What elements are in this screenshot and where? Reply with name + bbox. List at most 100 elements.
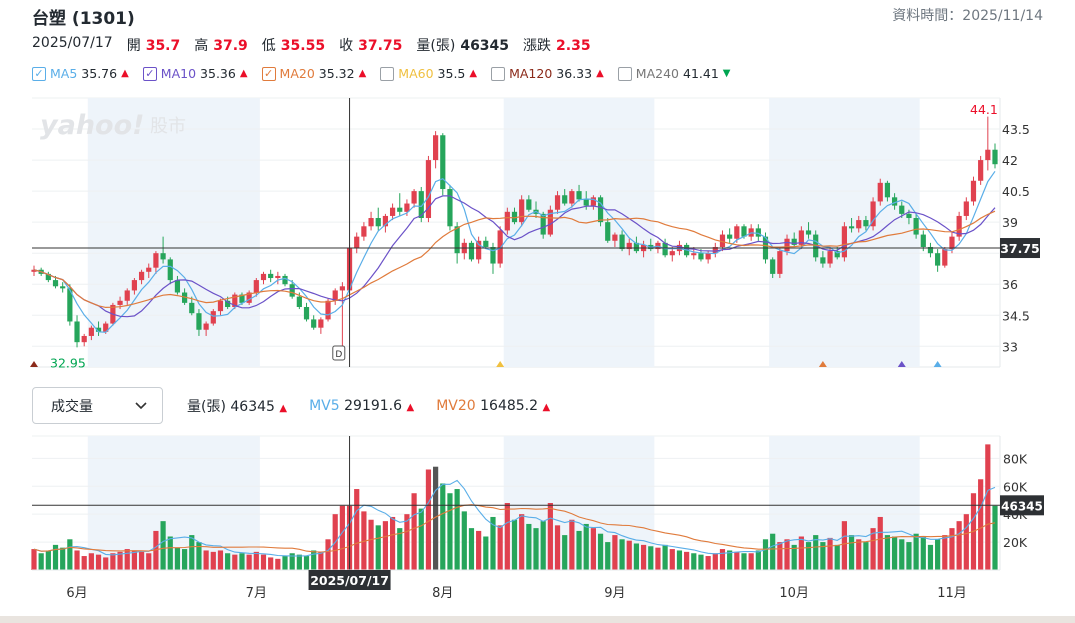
- candle: [411, 191, 417, 204]
- volume-bar: [640, 544, 647, 570]
- volume-bar: [253, 551, 259, 570]
- volume-bar: [712, 553, 718, 570]
- candle: [52, 280, 59, 287]
- triangle-up-icon: ▲: [596, 68, 604, 79]
- checkbox-icon[interactable]: ✓: [261, 66, 276, 81]
- candle: [95, 327, 102, 332]
- volume-bar: [45, 550, 51, 570]
- crosshair-date-label: 2025/07/17: [310, 573, 389, 588]
- candle: [526, 199, 532, 210]
- ohlc-close: 收 37.75: [339, 38, 403, 54]
- candle: [927, 246, 934, 254]
- volume-bar: [848, 535, 855, 570]
- volume-bar: [669, 549, 675, 570]
- volume-bar: [942, 535, 948, 570]
- volume-bar: [461, 511, 467, 570]
- volume-bar: [906, 542, 912, 570]
- candle: [820, 257, 826, 264]
- candle: [275, 275, 281, 279]
- triangle-up-icon: ▲: [469, 68, 478, 79]
- candle: [970, 180, 977, 202]
- volume-bar: [540, 521, 546, 570]
- candle: [798, 230, 804, 245]
- candle: [476, 240, 482, 260]
- crosshair-volume-label: 46345: [1001, 499, 1043, 513]
- ma-legend-ma60[interactable]: MA60 35.5 ▲: [380, 66, 477, 81]
- ma-legend-ma120[interactable]: MA120 36.33 ▲: [491, 66, 604, 81]
- candle: [691, 253, 697, 256]
- volume-bar: [131, 550, 138, 570]
- volume-bar: [160, 521, 166, 570]
- ma-legend-ma240[interactable]: MA240 41.41 ▼: [617, 66, 731, 81]
- ma-legend-ma20[interactable]: ✓ MA20 35.32 ▲: [261, 66, 366, 81]
- price-chart[interactable]: 3334.53637.53940.54243.5yahoo!股市37.75D44…: [0, 92, 1075, 377]
- signal-triangle-icon: [897, 361, 906, 367]
- price-tick-label: 34.5: [1002, 308, 1030, 323]
- volume-bar: [282, 556, 288, 570]
- ohlc-date: 2025/07/17: [32, 35, 113, 51]
- volume-bar: [870, 528, 876, 570]
- candle: [791, 238, 797, 245]
- candle: [246, 292, 252, 303]
- triangle-up-icon: ▲: [239, 68, 248, 79]
- candle: [454, 226, 460, 254]
- price-tick-label: 33: [1002, 339, 1018, 354]
- watermark-section: 股市: [150, 116, 186, 137]
- candle: [332, 290, 338, 301]
- x-tick-label: 8月: [432, 586, 453, 601]
- checkbox-icon[interactable]: [617, 66, 632, 81]
- ma-legend-ma5[interactable]: ✓ MA5 35.76 ▲: [32, 66, 129, 81]
- volume-bar: [576, 530, 582, 570]
- volume-bar: [719, 549, 726, 570]
- volume-bar: [382, 521, 389, 570]
- price-tick-label: 36: [1002, 277, 1018, 292]
- indicator-select[interactable]: 成交量: [32, 387, 163, 424]
- crosshair-price-box: [1000, 238, 1040, 259]
- triangle-up-icon: ▲: [121, 68, 129, 79]
- volume-bar: [856, 539, 862, 570]
- candle: [67, 288, 73, 322]
- price-tick-label: 40.5: [1002, 184, 1030, 199]
- candle: [339, 286, 345, 291]
- candle: [633, 242, 640, 252]
- volume-bar: [662, 544, 668, 570]
- volume-bar: [684, 551, 690, 570]
- volume-bar: [67, 539, 73, 570]
- x-tick-label: 11月: [937, 586, 967, 601]
- candle: [891, 197, 898, 206]
- ma-legend-ma10[interactable]: ✓ MA10 35.36 ▲: [142, 66, 248, 81]
- volume-chart[interactable]: 20K40K60K80K463456月7月8月9月10月11月2025/07/1…: [0, 432, 1075, 612]
- candle: [318, 319, 324, 328]
- candle: [260, 273, 267, 281]
- checkbox-icon[interactable]: ✓: [32, 66, 46, 81]
- checkbox-icon[interactable]: [380, 66, 395, 81]
- candle: [755, 228, 761, 237]
- volume-bar: [734, 551, 740, 570]
- volume-bar: [741, 553, 747, 570]
- candle: [497, 230, 503, 264]
- volume-tick-label: 20K: [1003, 535, 1028, 550]
- candle: [870, 201, 876, 227]
- candle: [963, 201, 969, 216]
- checkbox-icon[interactable]: [491, 66, 506, 81]
- candle: [217, 300, 224, 312]
- volume-bar: [935, 539, 941, 570]
- ma-line: [33, 170, 996, 333]
- candle: [174, 280, 181, 293]
- volume-bar: [174, 547, 181, 570]
- candle: [404, 203, 410, 212]
- volume-bar: [203, 550, 209, 570]
- volume-bar: [483, 536, 489, 570]
- volume-bar: [899, 539, 905, 570]
- candle: [770, 259, 776, 274]
- candle: [167, 259, 173, 281]
- volume-bar: [497, 525, 503, 570]
- volume-bar: [117, 551, 123, 570]
- candle: [60, 286, 66, 289]
- candle: [554, 195, 561, 210]
- checkbox-icon[interactable]: ✓: [142, 66, 157, 81]
- indicator-select-label: 成交量: [51, 398, 93, 415]
- volume-bar: [239, 553, 245, 570]
- volume-bar: [978, 479, 984, 570]
- volume-bar: [626, 540, 632, 570]
